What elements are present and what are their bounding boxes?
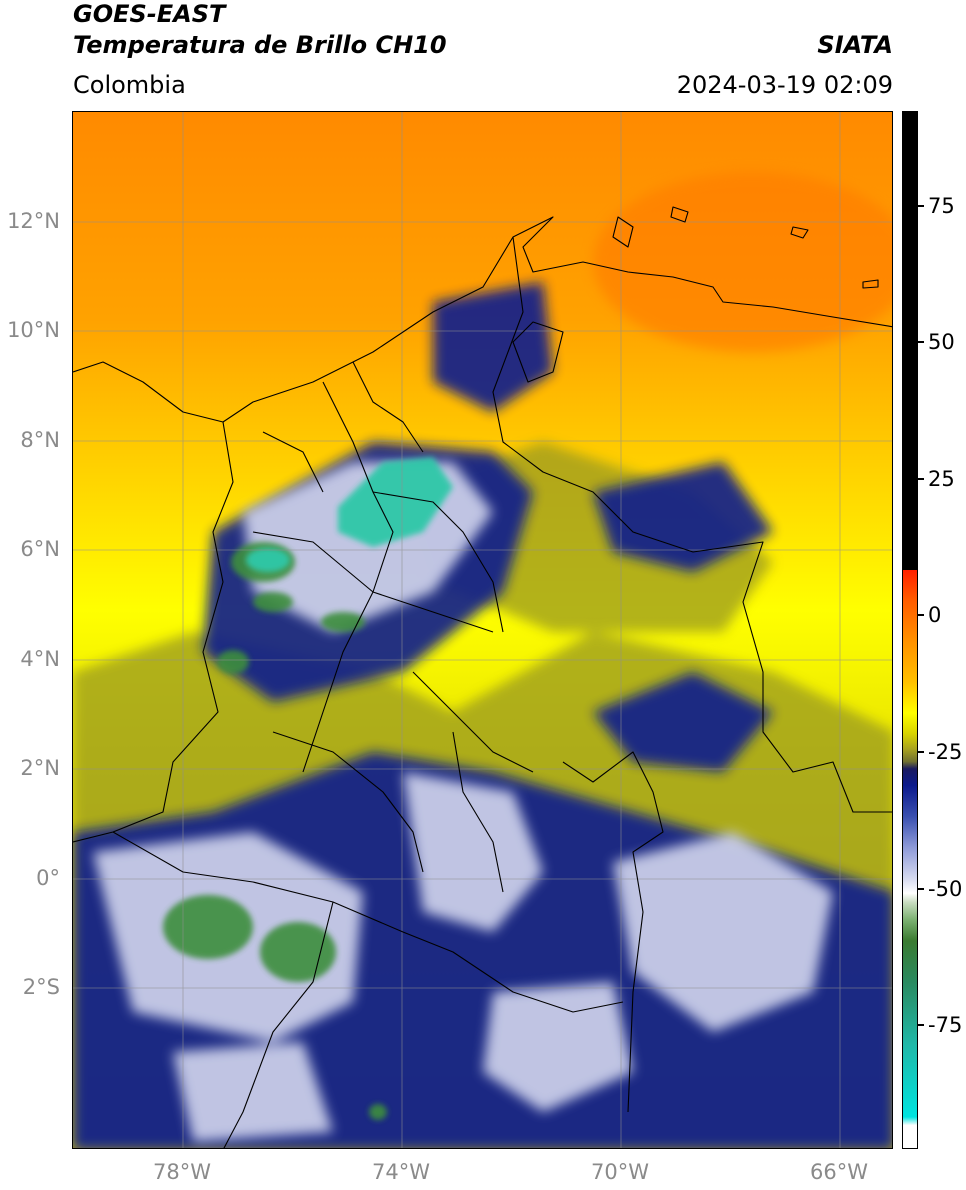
lat-label-2n: 2°N: [20, 756, 60, 780]
colorbar-tick-neg75: [918, 1024, 924, 1026]
satellite-title: GOES-EAST: [73, 0, 226, 28]
colorbar-label-neg75: -75: [928, 1013, 963, 1037]
lat-label-0: 0°: [36, 866, 60, 890]
colorbar-label-75: 75: [928, 194, 955, 218]
region-label: Colombia: [73, 71, 186, 99]
lat-label-4n: 4°N: [20, 647, 60, 671]
colorbar-tick-75: [918, 205, 924, 207]
colorbar-label-0: 0: [928, 603, 942, 627]
lat-label-10n: 10°N: [7, 318, 60, 342]
timestamp-label: 2024-03-19 02:09: [676, 71, 893, 99]
colorbar-tick-25: [918, 478, 924, 480]
colorbar-label-25: 25: [928, 467, 955, 491]
lat-label-2s: 2°S: [22, 975, 60, 999]
colorbar: [902, 111, 918, 1149]
colorbar-label-neg50: -50: [928, 877, 963, 901]
colorbar-label-neg25: -25: [928, 740, 963, 764]
colorbar-tick-50: [918, 341, 924, 343]
lon-label-74w: 74°W: [372, 1160, 430, 1184]
colorbar-label-50: 50: [928, 330, 955, 354]
satellite-map: [72, 111, 893, 1149]
lat-label-8n: 8°N: [20, 428, 60, 452]
lon-label-70w: 70°W: [591, 1160, 649, 1184]
colorbar-tick-0: [918, 614, 924, 616]
colorbar-tick-neg50: [918, 888, 924, 890]
product-title: Temperatura de Brillo CH10: [73, 31, 447, 59]
lon-label-66w: 66°W: [810, 1160, 868, 1184]
organization-label: SIATA: [817, 31, 893, 59]
lat-label-12n: 12°N: [7, 209, 60, 233]
lon-label-78w: 78°W: [153, 1160, 211, 1184]
colorbar-tick-neg25: [918, 751, 924, 753]
lat-label-6n: 6°N: [20, 537, 60, 561]
